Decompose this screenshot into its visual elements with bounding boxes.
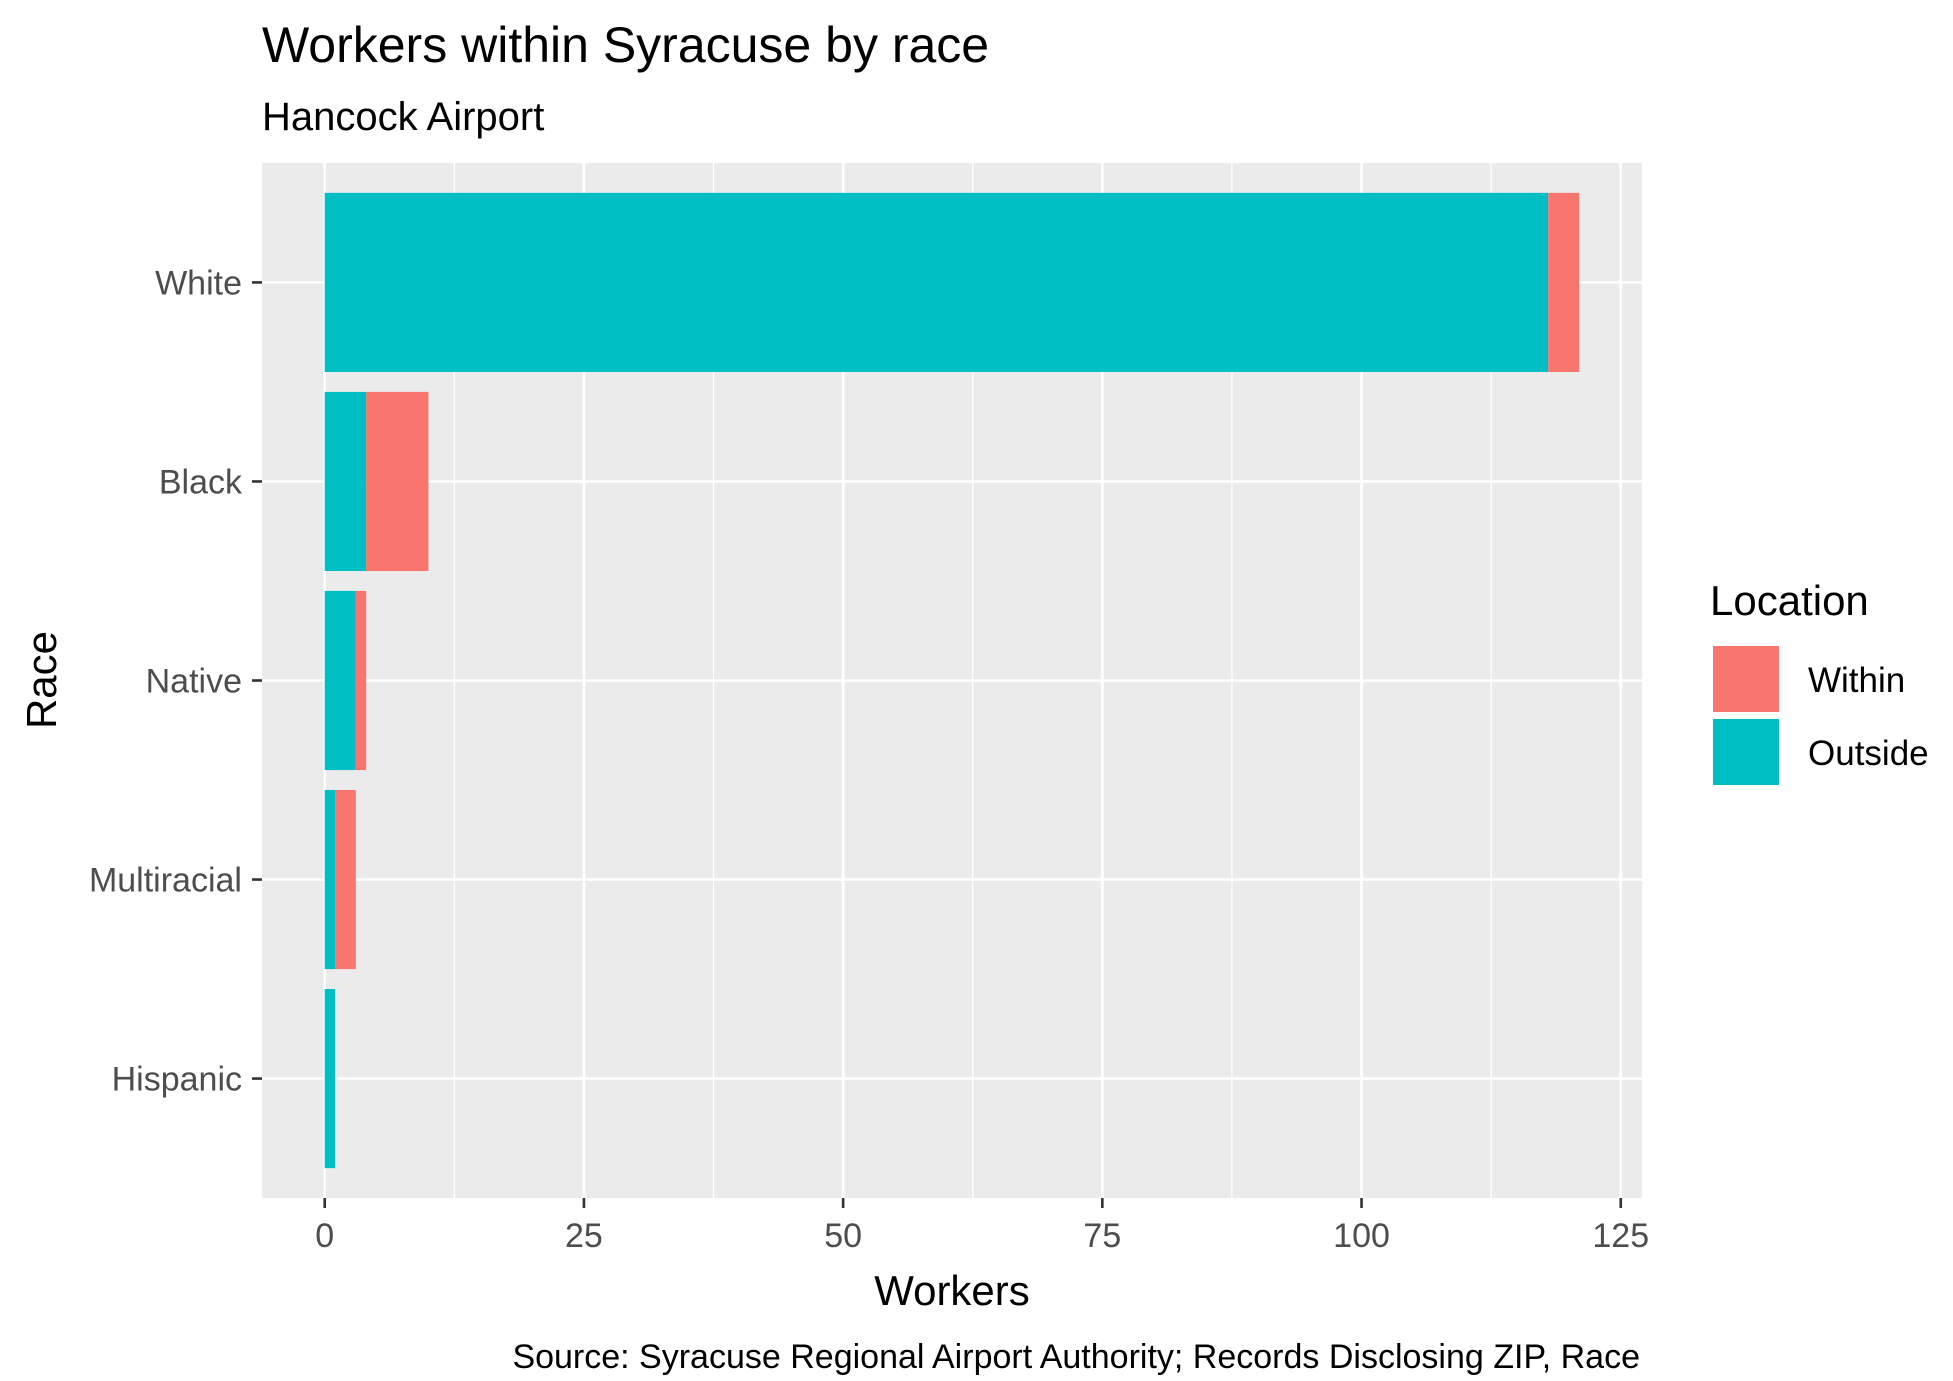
legend: Location Within Outside [1710,577,1929,785]
chart-title: Workers within Syracuse by race [262,17,989,73]
chart-subtitle: Hancock Airport [262,95,544,139]
y-tick-label: White [155,264,242,302]
x-axis-title: Workers [874,1267,1030,1314]
chart-caption: Source: Syracuse Regional Airport Author… [512,1338,1640,1376]
legend-label-within: Within [1808,661,1905,700]
y-tick-label: Hispanic [112,1061,242,1099]
y-axis-title: Race [18,631,65,729]
bar-outside-black [324,391,367,572]
bar-within-white [1548,192,1580,372]
bar-outside-white [324,192,1549,372]
y-tick-label: Multiracial [89,862,242,900]
bar-outside-native [324,590,356,771]
x-axis: 0 25 50 75 100 125 [315,1198,1649,1255]
bar-outside-multiracial [324,789,336,970]
bar-within-native [355,590,367,771]
x-tick-label: 0 [315,1217,334,1255]
bar-within-black [366,391,429,572]
y-tick-label: Black [159,463,243,501]
x-tick-label: 25 [565,1217,603,1255]
y-axis: White Black Native Multiracial Hispanic [89,264,262,1099]
legend-swatch-outside [1713,719,1779,785]
legend-title: Location [1710,577,1869,624]
x-tick-label: 50 [824,1217,862,1255]
legend-label-outside: Outside [1808,734,1929,773]
legend-swatch-within [1713,646,1779,712]
x-tick-label: 75 [1083,1217,1121,1255]
x-tick-label: 100 [1333,1217,1390,1255]
bar-within-multiracial [335,789,356,970]
y-tick-label: Native [146,663,242,701]
x-tick-label: 125 [1592,1217,1649,1255]
bars [324,192,1580,1169]
bar-outside-hispanic [324,989,336,1169]
